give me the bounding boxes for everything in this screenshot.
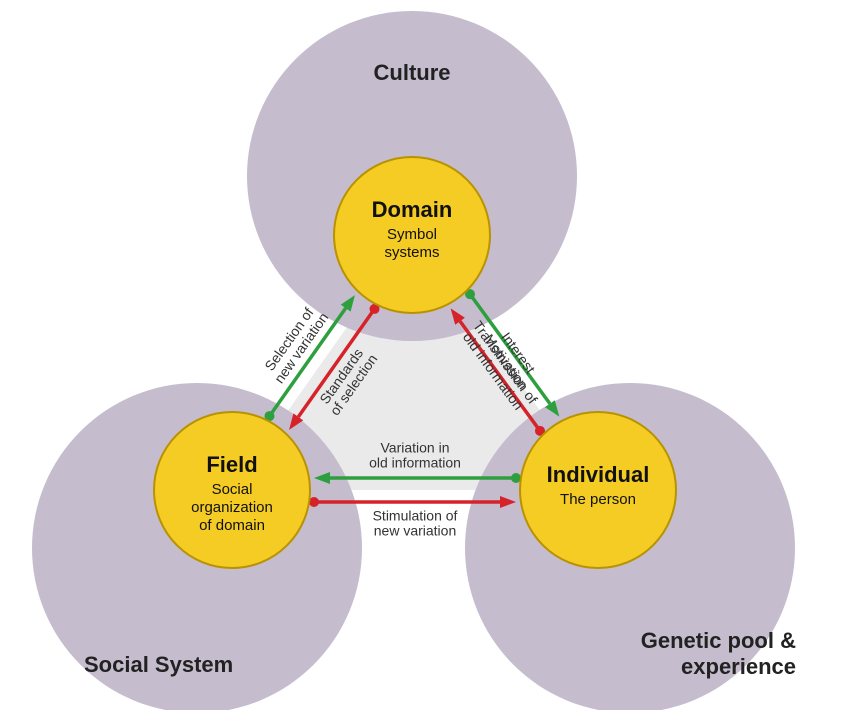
- node-domain-sub-1: systems: [384, 244, 439, 261]
- context-social-label: Social System: [84, 652, 233, 677]
- svg-text:Variation in: Variation in: [380, 440, 449, 456]
- node-individual-sub-0: The person: [560, 491, 636, 508]
- context-genetic-label: Genetic pool &: [641, 628, 796, 653]
- node-domain-title: Domain: [372, 197, 453, 222]
- svg-text:Stimulation of: Stimulation of: [373, 508, 458, 524]
- svg-text:new variation: new variation: [374, 523, 457, 539]
- node-individual: [520, 412, 676, 568]
- context-genetic-label2: experience: [681, 654, 796, 679]
- node-field-sub-0: Social: [212, 481, 253, 498]
- node-field-sub-2: of domain: [199, 517, 265, 534]
- label-variation: Variation inold information: [369, 440, 461, 471]
- node-individual-title: Individual: [547, 462, 650, 487]
- node-field-sub-1: organization: [191, 499, 273, 516]
- svg-text:old information: old information: [369, 455, 461, 471]
- label-stimulation: Stimulation ofnew variation: [373, 508, 458, 539]
- context-culture-label: Culture: [374, 60, 451, 85]
- node-field-title: Field: [206, 452, 257, 477]
- node-domain-sub-0: Symbol: [387, 226, 437, 243]
